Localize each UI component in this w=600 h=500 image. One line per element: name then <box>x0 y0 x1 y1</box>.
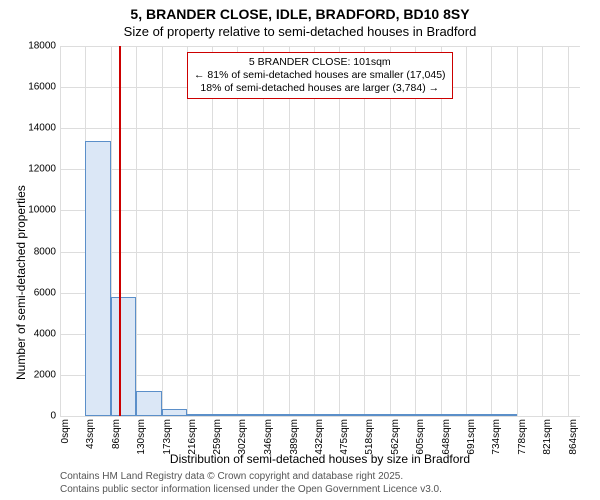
grid-v <box>289 46 290 416</box>
chart-container: { "title_main": "5, BRANDER CLOSE, IDLE,… <box>0 0 600 500</box>
grid-v <box>466 46 467 416</box>
y-tick-label: 10000 <box>28 205 56 216</box>
histogram-bar <box>441 414 466 416</box>
histogram-bar <box>390 414 415 416</box>
chart-footer: Contains HM Land Registry data © Crown c… <box>60 471 442 496</box>
annotation-line-3: 18% of semi-detached houses are larger (… <box>194 82 446 95</box>
x-tick-label: 475sqm <box>339 419 350 455</box>
x-tick-label: 389sqm <box>289 419 300 455</box>
x-tick-label: 259sqm <box>212 419 223 455</box>
histogram-bar <box>491 414 516 416</box>
x-tick-label: 821sqm <box>542 419 553 455</box>
x-tick-label: 562sqm <box>390 419 401 455</box>
histogram-bar <box>339 414 364 416</box>
grid-h <box>60 128 580 129</box>
grid-v <box>491 46 492 416</box>
x-tick-label: 302sqm <box>237 419 248 455</box>
grid-v <box>441 46 442 416</box>
y-tick-label: 0 <box>50 411 56 422</box>
grid-v <box>568 46 569 416</box>
grid-v <box>542 46 543 416</box>
histogram-bar <box>237 414 262 416</box>
grid-v <box>390 46 391 416</box>
y-tick-label: 14000 <box>28 123 56 134</box>
histogram-bar <box>415 414 440 416</box>
y-tick-label: 18000 <box>28 41 56 52</box>
footer-line-1: Contains HM Land Registry data © Crown c… <box>60 471 442 484</box>
x-tick-label: 691sqm <box>466 419 477 455</box>
y-tick-label: 6000 <box>34 287 56 298</box>
x-tick-label: 432sqm <box>314 419 325 455</box>
x-tick-label: 86sqm <box>111 419 122 449</box>
histogram-bar <box>212 414 237 416</box>
property-marker-line <box>119 46 121 416</box>
grid-h <box>60 252 580 253</box>
annotation-line-2: ← 81% of semi-detached houses are smalle… <box>194 69 446 82</box>
chart-title-main: 5, BRANDER CLOSE, IDLE, BRADFORD, BD10 8… <box>0 6 600 22</box>
grid-h <box>60 416 580 417</box>
x-tick-label: 130sqm <box>136 419 147 455</box>
grid-v <box>263 46 264 416</box>
histogram-bar <box>263 414 288 416</box>
y-tick-label: 4000 <box>34 328 56 339</box>
footer-line-2: Contains public sector information licen… <box>60 484 442 497</box>
histogram-bar <box>466 414 491 416</box>
x-tick-label: 0sqm <box>60 419 71 443</box>
grid-h <box>60 293 580 294</box>
histogram-bar <box>162 409 187 416</box>
grid-h <box>60 46 580 47</box>
x-tick-label: 43sqm <box>85 419 96 449</box>
grid-v <box>212 46 213 416</box>
x-tick-label: 734sqm <box>491 419 502 455</box>
histogram-bar <box>314 414 339 416</box>
grid-v <box>517 46 518 416</box>
y-tick-label: 12000 <box>28 164 56 175</box>
grid-h <box>60 169 580 170</box>
x-tick-label: 778sqm <box>517 419 528 455</box>
y-tick-label: 16000 <box>28 82 56 93</box>
grid-v <box>136 46 137 416</box>
annotation-line-1: 5 BRANDER CLOSE: 101sqm <box>194 56 446 69</box>
x-tick-label: 173sqm <box>162 419 173 455</box>
grid-v <box>314 46 315 416</box>
grid-v <box>60 46 61 416</box>
x-tick-label: 648sqm <box>441 419 452 455</box>
y-tick-label: 8000 <box>34 246 56 257</box>
histogram-bar <box>85 141 110 416</box>
grid-v <box>237 46 238 416</box>
grid-v <box>187 46 188 416</box>
x-tick-label: 346sqm <box>263 419 274 455</box>
histogram-bar <box>364 414 389 416</box>
x-tick-label: 518sqm <box>364 419 375 455</box>
grid-h <box>60 375 580 376</box>
grid-h <box>60 334 580 335</box>
grid-v <box>364 46 365 416</box>
x-tick-label: 605sqm <box>415 419 426 455</box>
y-axis-label: Number of semi-detached properties <box>14 185 28 380</box>
grid-v <box>339 46 340 416</box>
histogram-bar <box>187 414 212 416</box>
annotation-box: 5 BRANDER CLOSE: 101sqm← 81% of semi-det… <box>187 52 453 99</box>
grid-h <box>60 210 580 211</box>
x-axis-label: Distribution of semi-detached houses by … <box>60 452 580 466</box>
histogram-bar <box>289 414 314 416</box>
chart-title-sub: Size of property relative to semi-detach… <box>0 24 600 39</box>
histogram-bar <box>136 391 161 416</box>
y-tick-label: 2000 <box>34 369 56 380</box>
x-tick-label: 216sqm <box>187 419 198 455</box>
x-tick-label: 864sqm <box>568 419 579 455</box>
grid-v <box>415 46 416 416</box>
histogram-bar <box>111 297 136 416</box>
plot-area: 0200040006000800010000120001400016000180… <box>60 46 580 416</box>
grid-v <box>162 46 163 416</box>
